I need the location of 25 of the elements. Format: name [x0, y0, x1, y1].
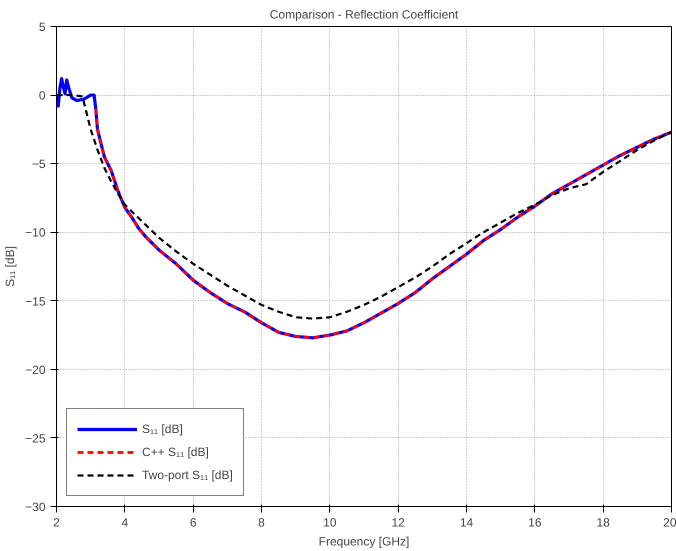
y-tick-label: −5	[32, 157, 46, 172]
y-tick-label: −15	[25, 294, 46, 308]
y-tick-label: −25	[25, 431, 46, 446]
x-tick-label: 16	[528, 516, 542, 530]
legend-label: S₁₁ [dB]	[142, 422, 183, 436]
x-tick-label: 18	[596, 516, 610, 530]
chart-title: Comparison - Reflection Coefficient	[270, 8, 459, 22]
x-axis-title: Frequency [GHz]	[318, 534, 410, 548]
y-axis-title: S₁₁ [dB]	[3, 246, 18, 287]
y-tick-label: 0	[38, 88, 46, 103]
x-tick-label: 4	[121, 516, 128, 530]
x-tick-label: 14	[460, 516, 474, 530]
legend-label: Two-port S₁₁ [dB]	[142, 468, 233, 482]
x-tick-label: 10	[323, 516, 337, 530]
x-tick-label: 2	[53, 516, 60, 530]
x-tick-label: 12	[391, 516, 406, 530]
legend-label: C++ S₁₁ [dB]	[142, 445, 209, 459]
line-series	[94, 107, 672, 340]
x-tick-label: 6	[190, 516, 197, 530]
x-tick-label: 20	[663, 516, 676, 530]
y-tick-label: −10	[25, 226, 46, 240]
y-tick-label: 5	[38, 20, 46, 34]
x-tick-label: 8	[258, 516, 266, 530]
y-tick-label: −30	[25, 500, 46, 514]
y-tick-label: −20	[25, 362, 46, 377]
